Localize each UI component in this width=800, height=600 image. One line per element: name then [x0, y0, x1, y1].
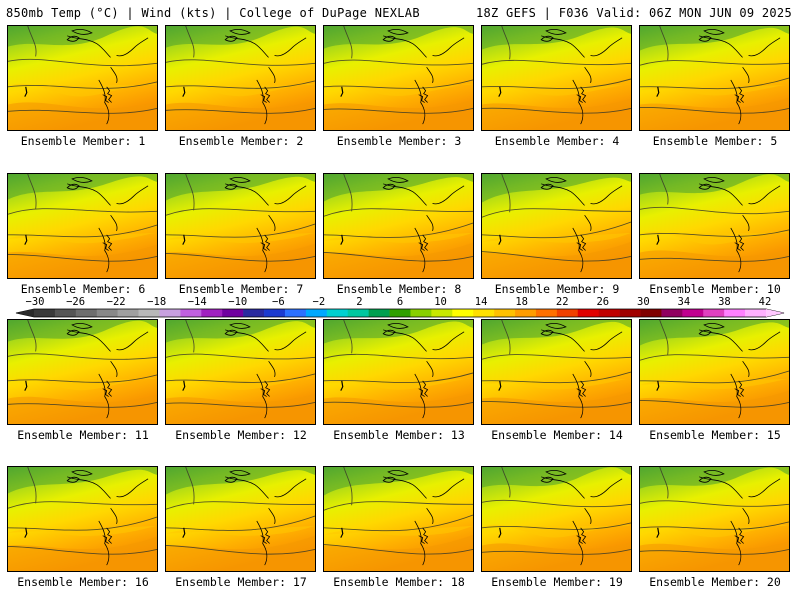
colorbar-swatch [284, 309, 307, 317]
colorbar-swatch [180, 309, 202, 317]
colorbar-swatch [598, 309, 620, 317]
colorbar-swatch [222, 309, 244, 317]
ensemble-member-map [323, 319, 474, 425]
ensemble-member-label: Ensemble Member: 19 [491, 575, 623, 589]
colorbar-tick-label: −22 [106, 296, 126, 308]
ensemble-member-map [481, 25, 632, 131]
colorbar-tick-label: 6 [396, 296, 404, 308]
colorbar-swatch [703, 309, 725, 317]
colorbar-swatch [96, 309, 118, 317]
colorbar-swatch [452, 309, 474, 317]
colorbar-tick-label: −18 [147, 296, 167, 308]
ensemble-member-label: Ensemble Member: 20 [649, 575, 781, 589]
ensemble-member-map [323, 25, 474, 131]
ensemble-member-label: Ensemble Member: 18 [333, 575, 465, 589]
ensemble-member-label: Ensemble Member: 3 [336, 134, 462, 148]
colorbar-tick-label: −2 [312, 296, 326, 308]
colorbar-tick-label: 14 [474, 296, 488, 308]
ensemble-member-label: Ensemble Member: 8 [336, 282, 462, 296]
ensemble-member-map [323, 466, 474, 572]
colorbar-tick-label: 34 [677, 296, 691, 308]
ensemble-member-label: Ensemble Member: 2 [178, 134, 304, 148]
colorbar-swatch [159, 309, 181, 317]
ensemble-member-map [7, 466, 158, 572]
colorbar-swatch [410, 309, 432, 317]
colorbar-tick-label: 2 [356, 296, 363, 308]
colorbar-tick-label: 26 [596, 296, 610, 308]
colorbar-tick-label: −30 [25, 296, 45, 308]
colorbar-swatch [34, 309, 56, 317]
colorbar-swatch [640, 309, 662, 317]
ensemble-member-map [323, 173, 474, 279]
colorbar-swatch [347, 309, 369, 317]
colorbar-swatch [473, 309, 495, 317]
ensemble-member-map [165, 25, 316, 131]
ensemble-member-map [481, 173, 632, 279]
ensemble-member-map [165, 466, 316, 572]
colorbar-tick-label: −6 [272, 296, 285, 308]
ensemble-member-label: Ensemble Member: 5 [652, 134, 778, 148]
ensemble-member-label: Ensemble Member: 15 [649, 428, 781, 442]
ensemble-member-label: Ensemble Member: 14 [491, 428, 623, 442]
ensemble-member-map [7, 319, 158, 425]
ensemble-member-map [165, 319, 316, 425]
ensemble-member-label: Ensemble Member: 12 [175, 428, 307, 442]
colorbar-swatch [556, 309, 579, 317]
colorbar-swatch [577, 309, 599, 317]
colorbar-swatch [138, 309, 160, 317]
ensemble-member-label: Ensemble Member: 1 [20, 134, 146, 148]
colorbar-swatch [54, 309, 77, 317]
ensemble-member-map [639, 173, 790, 279]
colorbar-swatch [724, 309, 746, 317]
ensemble-member-map [481, 319, 632, 425]
ensemble-member-label: Ensemble Member: 4 [494, 134, 620, 148]
temperature-colorbar [15, 308, 785, 318]
ensemble-member-label: Ensemble Member: 17 [175, 575, 307, 589]
colorbar-swatch [682, 309, 704, 317]
colorbar-swatch [117, 309, 139, 317]
map-title: 850mb Temp (°C) | Wind (kts) | College o… [6, 6, 420, 20]
colorbar-swatch [326, 309, 349, 317]
ensemble-member-map [165, 173, 316, 279]
colorbar-tick-label: 38 [718, 296, 731, 308]
colorbar-swatch [619, 309, 641, 317]
ensemble-member-map [481, 466, 632, 572]
colorbar-swatch [305, 309, 328, 317]
ensemble-member-label: Ensemble Member: 7 [178, 282, 304, 296]
colorbar-swatch [264, 309, 286, 317]
colorbar-tick-label: 42 [758, 296, 772, 308]
ensemble-member-label: Ensemble Member: 13 [333, 428, 465, 442]
colorbar-tick-label: 22 [555, 296, 569, 308]
colorbar-right-arrow [766, 309, 784, 317]
colorbar-swatch [75, 309, 98, 317]
colorbar-swatch [389, 309, 411, 317]
colorbar-swatch [243, 309, 265, 317]
colorbar-tick-label: −26 [66, 296, 86, 308]
ensemble-member-map [639, 466, 790, 572]
colorbar-tick-label: −14 [187, 296, 207, 308]
ensemble-member-label: Ensemble Member: 10 [649, 282, 781, 296]
ensemble-member-label: Ensemble Member: 6 [20, 282, 146, 296]
colorbar-tick-label: 30 [637, 296, 650, 308]
colorbar-swatch [515, 309, 537, 317]
colorbar-tick-label: 18 [515, 296, 528, 308]
ensemble-member-map [639, 319, 790, 425]
ensemble-member-label: Ensemble Member: 9 [494, 282, 620, 296]
ensemble-member-map [7, 173, 158, 279]
colorbar-swatch [535, 309, 558, 317]
colorbar-swatch [368, 309, 390, 317]
ensemble-member-map [639, 25, 790, 131]
colorbar-swatch [431, 309, 453, 317]
colorbar-swatch [745, 309, 767, 317]
model-run-info: 18Z GEFS | F036 Valid: 06Z MON JUN 09 20… [475, 6, 792, 20]
colorbar-tick-label: −10 [228, 296, 248, 308]
ensemble-member-label: Ensemble Member: 16 [17, 575, 149, 589]
colorbar-left-arrow [16, 309, 34, 317]
colorbar-swatch [494, 309, 516, 317]
ensemble-member-map [7, 25, 158, 131]
colorbar-swatch [201, 309, 223, 317]
colorbar-swatch [661, 309, 683, 317]
ensemble-member-label: Ensemble Member: 11 [17, 428, 149, 442]
colorbar-tick-label: 10 [434, 296, 447, 308]
